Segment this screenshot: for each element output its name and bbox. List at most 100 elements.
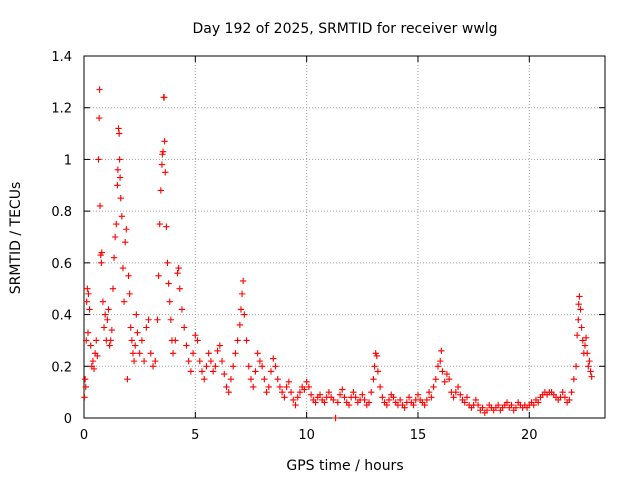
data-point <box>133 311 140 318</box>
data-point <box>81 376 89 383</box>
data-point <box>361 396 368 404</box>
data-point <box>185 357 192 365</box>
data-point <box>223 383 230 391</box>
data-point <box>566 396 573 404</box>
data-point <box>512 404 520 411</box>
data-point <box>225 388 232 396</box>
data-point <box>98 249 106 256</box>
x-tick-label: 10 <box>298 428 315 443</box>
data-point <box>118 213 126 220</box>
data-point <box>457 391 464 398</box>
data-point <box>196 357 203 365</box>
data-point <box>119 264 127 272</box>
y-tick-label: 1.2 <box>51 102 72 117</box>
data-point <box>307 391 315 398</box>
data-point <box>582 334 590 342</box>
data-point <box>303 378 310 385</box>
data-point <box>437 357 444 365</box>
data-point <box>421 401 428 409</box>
data-point <box>432 376 439 383</box>
data-point <box>245 363 252 370</box>
data-point <box>376 383 384 391</box>
data-point <box>136 350 143 357</box>
data-point <box>577 306 584 313</box>
data-point <box>296 388 304 396</box>
data-point <box>169 350 177 357</box>
data-point <box>201 376 208 383</box>
data-point <box>130 357 138 365</box>
data-point <box>438 347 445 354</box>
data-point <box>579 337 586 344</box>
data-point <box>241 311 248 318</box>
data-point <box>145 316 152 323</box>
data-point <box>138 337 146 344</box>
data-point <box>127 324 134 331</box>
data-point <box>305 383 313 391</box>
data-point <box>157 187 165 194</box>
data-point <box>178 306 186 313</box>
data-point <box>83 337 90 344</box>
data-point <box>385 396 393 404</box>
data-point <box>281 394 288 401</box>
data-point <box>147 350 154 357</box>
data-point <box>425 388 433 396</box>
data-point <box>114 166 122 173</box>
data-point <box>161 138 168 145</box>
data-point <box>285 378 293 385</box>
data-point <box>359 391 366 398</box>
data-point <box>174 270 181 277</box>
data-point <box>172 337 179 344</box>
data-point <box>371 363 378 370</box>
data-point <box>267 368 275 375</box>
data-point <box>454 383 462 391</box>
data-point <box>166 298 173 305</box>
data-point <box>209 368 217 375</box>
data-point <box>238 290 246 298</box>
data-point <box>84 329 92 336</box>
data-point <box>105 306 112 313</box>
data-point <box>214 347 221 354</box>
data-point <box>559 388 566 396</box>
data-point <box>113 220 120 228</box>
data-point <box>132 342 139 349</box>
y-tick-label: 0.8 <box>51 205 72 220</box>
data-point <box>568 388 575 396</box>
data-point <box>312 399 319 406</box>
data-point <box>461 399 468 406</box>
data-point <box>445 376 453 383</box>
data-point <box>116 174 124 181</box>
data-point <box>183 342 190 349</box>
data-point <box>370 376 377 383</box>
data-point <box>423 396 431 404</box>
data-point <box>479 404 486 411</box>
data-point <box>192 332 199 339</box>
data-point <box>101 311 109 318</box>
data-point <box>108 326 116 334</box>
data-point <box>96 86 103 93</box>
data-point <box>261 376 268 383</box>
data-point <box>401 404 408 411</box>
data-point <box>221 370 228 378</box>
data-point <box>414 391 422 398</box>
data-point <box>474 401 482 409</box>
y-tick-label: 0 <box>64 412 72 427</box>
data-point <box>345 401 353 409</box>
data-point <box>158 161 166 168</box>
data-points <box>81 86 595 422</box>
data-point <box>163 223 170 230</box>
data-point <box>294 394 301 401</box>
data-point <box>81 394 88 401</box>
data-point <box>410 401 417 409</box>
data-point <box>218 357 226 365</box>
data-point <box>152 357 159 365</box>
data-point <box>128 337 136 344</box>
data-point <box>124 376 131 383</box>
data-point <box>236 321 244 329</box>
data-point <box>405 394 413 401</box>
data-point <box>187 368 195 375</box>
x-tick-label: 15 <box>410 428 427 443</box>
data-point <box>374 368 382 375</box>
data-point <box>243 337 250 344</box>
data-point <box>203 363 210 370</box>
data-point <box>227 376 235 383</box>
